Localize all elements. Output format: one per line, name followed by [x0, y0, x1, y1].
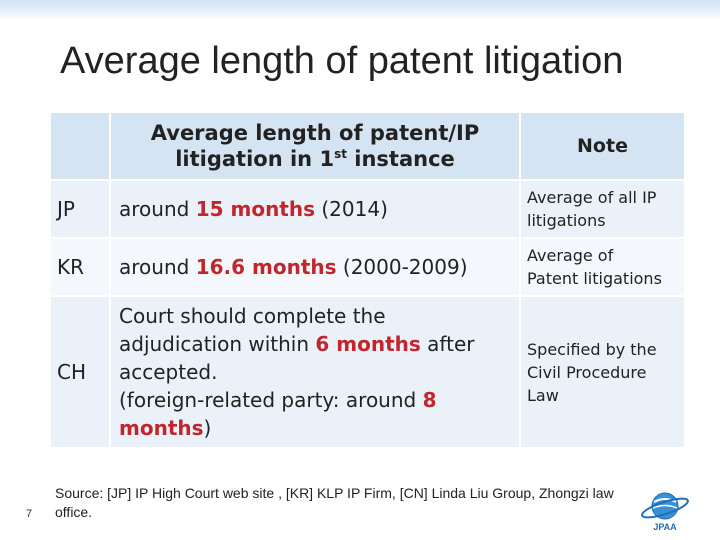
- header-length-line1: Average length of patent/IP: [150, 121, 480, 145]
- note-cell: Specified by the Civil Procedure Law: [521, 297, 684, 447]
- table-header-row: Average length of patent/IP litigation i…: [51, 113, 684, 179]
- slide-number: 7: [26, 508, 33, 520]
- note-cell: Average of all IP litigations: [521, 181, 684, 237]
- table-row: JP around 15 months (2014) Average of al…: [51, 181, 684, 237]
- table-row: KR around 16.6 months (2000-2009) Averag…: [51, 239, 684, 295]
- highlight-value: 16.6 months: [195, 255, 337, 279]
- header-note-cell: Note: [521, 113, 684, 179]
- highlight-value: months: [119, 416, 204, 440]
- country-cell: CH: [51, 297, 109, 447]
- note-cell: Average of Patent litigations: [521, 239, 684, 295]
- length-cell: around 15 months (2014): [111, 181, 519, 237]
- logo-text: JPAA: [653, 522, 677, 532]
- table-row: CH Court should complete the adjudicatio…: [51, 297, 684, 447]
- header-note: Note: [577, 135, 628, 157]
- length-cell: Court should complete the adjudication w…: [111, 297, 519, 447]
- highlight-value: 15 months: [195, 197, 316, 221]
- highlight-value: 8: [422, 388, 437, 412]
- length-cell: around 16.6 months (2000-2009): [111, 239, 519, 295]
- country-cell: KR: [51, 239, 109, 295]
- header-empty-cell: [51, 113, 109, 179]
- header-length-cell: Average length of patent/IP litigation i…: [111, 113, 519, 179]
- jpaa-logo-icon: JPAA: [641, 492, 689, 532]
- header-length-line2: litigation in 1st instance: [175, 147, 455, 171]
- source-note: Source: [JP] IP High Court web site , [K…: [55, 485, 614, 520]
- slide-title: Average length of patent litigation: [60, 40, 624, 82]
- country-cell: JP: [51, 181, 109, 237]
- highlight-value: 6 months: [315, 332, 421, 356]
- top-gradient-bar: [0, 0, 720, 20]
